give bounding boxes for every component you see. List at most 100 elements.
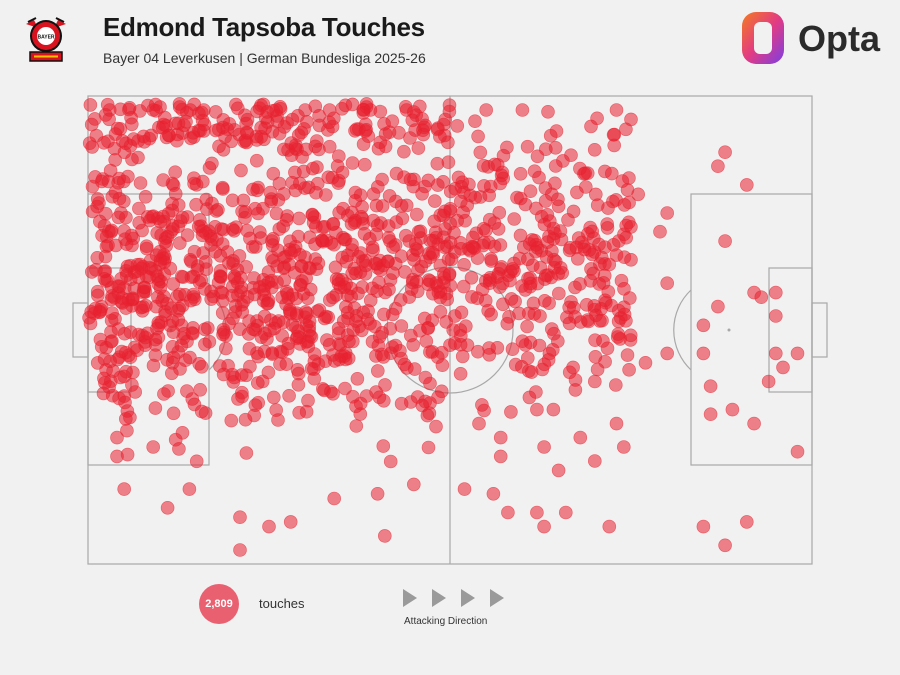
touch-marker (553, 224, 568, 238)
touch-marker (105, 306, 119, 320)
touch-marker (206, 289, 221, 304)
touch-marker (305, 161, 320, 176)
touch-marker (233, 543, 247, 557)
touch-marker (300, 115, 314, 129)
touch-marker (247, 408, 261, 423)
touch-marker (393, 293, 408, 307)
touch-marker (365, 281, 380, 296)
touch-marker (540, 208, 555, 222)
touch-marker (383, 234, 397, 248)
touch-marker (213, 269, 227, 283)
touch-marker (696, 318, 711, 333)
touch-marker (273, 357, 287, 372)
touch-marker (344, 289, 359, 304)
touch-marker (305, 208, 320, 222)
play-triangle-icon (432, 589, 446, 607)
touch-marker (604, 166, 619, 181)
touch-marker (512, 306, 526, 321)
touch-marker (473, 145, 488, 160)
touch-marker (125, 378, 139, 392)
touch-marker (441, 155, 456, 169)
touch-marker (333, 338, 348, 352)
touch-marker (277, 187, 291, 201)
touch-marker (131, 150, 145, 165)
right-penalty-spot (727, 328, 731, 332)
touch-marker (587, 302, 602, 317)
touch-marker (88, 301, 103, 316)
opta-logo-icon (742, 12, 784, 64)
touch-marker (622, 171, 636, 185)
play-triangle-icon (403, 589, 417, 607)
touch-marker (171, 312, 186, 327)
touch-marker (161, 206, 176, 221)
touch-marker (187, 130, 201, 144)
touch-marker (168, 186, 183, 201)
touch-marker (457, 257, 471, 272)
touch-marker (261, 296, 275, 311)
touch-marker (304, 330, 319, 344)
touch-marker (583, 273, 598, 288)
bayer-leverkusen-crest-icon: BAYER (26, 17, 66, 62)
touch-marker (136, 285, 151, 300)
touch-marker (93, 214, 107, 229)
touch-marker (139, 241, 154, 256)
touch-marker (413, 231, 428, 245)
touch-marker (233, 510, 247, 525)
touch-marker (197, 117, 212, 132)
touch-marker (269, 103, 284, 117)
touch-marker (409, 207, 424, 222)
touch-marker (193, 213, 207, 227)
touch-marker (551, 266, 566, 281)
touch-marker (739, 178, 754, 192)
touch-marker (407, 252, 421, 267)
touch-marker (309, 185, 323, 200)
touch-marker (349, 419, 364, 433)
touch-marker (418, 179, 432, 194)
touch-marker (97, 352, 112, 366)
touch-marker (110, 121, 125, 136)
touch-marker (660, 346, 675, 361)
touch-marker (442, 98, 457, 112)
touch-marker (790, 346, 805, 361)
touch-marker (143, 260, 157, 275)
touch-marker (198, 322, 212, 337)
touch-marker (367, 319, 382, 334)
touch-marker (596, 334, 610, 348)
touch-marker (361, 304, 375, 318)
touch-marker (301, 393, 315, 408)
touch-marker (140, 326, 155, 341)
touch-marker (394, 319, 409, 333)
touch-marker (213, 249, 228, 263)
touch-marker (505, 262, 520, 276)
touch-marker (293, 277, 308, 292)
touch-marker (617, 227, 631, 242)
touch-marker (703, 407, 718, 422)
touch-marker (427, 194, 442, 208)
touch-marker (161, 384, 175, 398)
touch-marker (116, 174, 131, 189)
touch-marker (248, 201, 262, 216)
touch-marker (376, 439, 391, 453)
touch-marker (538, 142, 553, 156)
touch-marker (119, 237, 134, 251)
touch-marker (120, 259, 135, 274)
touch-marker (527, 307, 542, 321)
touch-marker (548, 159, 563, 173)
touch-marker (159, 130, 174, 145)
touch-marker (457, 482, 472, 496)
touch-marker (289, 306, 304, 321)
touch-marker (216, 143, 231, 157)
touch-marker (768, 309, 783, 323)
touch-marker (385, 114, 400, 128)
touch-marker (172, 301, 186, 316)
touch-marker (468, 114, 482, 128)
touch-marker (356, 216, 370, 231)
touch-marker (590, 362, 605, 377)
touch-marker (523, 184, 538, 198)
touch-marker (545, 244, 559, 258)
touch-marker (136, 129, 151, 144)
touch-marker (696, 519, 711, 534)
touch-marker (331, 277, 346, 291)
touch-marker (225, 367, 240, 382)
touch-marker (114, 344, 129, 359)
